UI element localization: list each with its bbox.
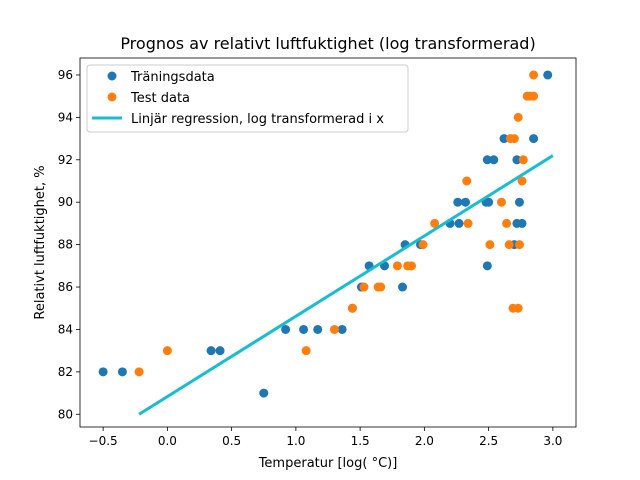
training-point <box>215 346 225 356</box>
training-point <box>98 367 108 377</box>
training-point <box>514 197 524 207</box>
training-point <box>482 155 492 165</box>
x-tick-label: 2.0 <box>415 434 434 448</box>
x-tick-label: 2.5 <box>479 434 498 448</box>
training-point <box>499 134 509 144</box>
legend: Träningsdata Test data Linjär regression… <box>86 64 409 133</box>
test-point <box>392 261 402 271</box>
training-point <box>281 324 291 334</box>
test-point <box>462 176 472 186</box>
training-point <box>489 155 499 165</box>
plot-area <box>98 70 554 416</box>
legend-marker-test <box>107 92 117 102</box>
test-point <box>418 240 428 250</box>
test-point <box>329 324 339 334</box>
training-point <box>529 134 539 144</box>
training-point <box>484 197 494 207</box>
axis-ticks: −0.5 0.0 0.5 1.0 1.5 2.0 2.5 3.0 80 82 84 86 88 90 92 9… <box>58 68 563 448</box>
test-point <box>430 218 440 228</box>
test-point <box>359 282 369 292</box>
test-point <box>347 303 357 313</box>
test-point <box>517 176 527 186</box>
training-point <box>259 388 269 398</box>
y-tick-label: 84 <box>58 322 73 336</box>
y-tick-label: 90 <box>58 195 73 209</box>
x-tick-label: 1.0 <box>286 434 305 448</box>
test-point <box>301 346 311 356</box>
training-point <box>543 70 553 80</box>
training-point <box>299 324 309 334</box>
legend-frame <box>86 64 409 133</box>
test-point <box>134 367 144 377</box>
chart-title: Prognos av relativt luftfuktighet (log t… <box>120 34 535 53</box>
legend-label-test: Test data <box>130 91 190 106</box>
training-point <box>517 218 527 228</box>
y-axis-label: Relativt luftfuktighet, % <box>33 165 48 319</box>
test-point <box>485 240 495 250</box>
test-point <box>513 112 523 122</box>
test-point <box>162 346 172 356</box>
x-tick-label: 0.0 <box>158 434 177 448</box>
x-axis-label: Temperatur [log( °C)] <box>258 456 398 471</box>
y-tick-label: 82 <box>58 365 73 379</box>
test-point <box>518 155 528 165</box>
y-tick-label: 86 <box>58 280 73 294</box>
test-point <box>504 240 514 250</box>
y-tick-label: 96 <box>58 68 73 82</box>
training-point <box>398 282 408 292</box>
legend-label-regression: Linjär regression, log transformerad i x <box>131 112 384 127</box>
training-point <box>453 197 463 207</box>
x-tick-label: 3.0 <box>543 434 562 448</box>
training-point <box>482 261 492 271</box>
test-point <box>529 70 539 80</box>
x-tick-label: −0.5 <box>89 434 118 448</box>
training-point <box>337 324 347 334</box>
test-point <box>502 218 512 228</box>
test-point <box>463 218 473 228</box>
test-point <box>509 134 519 144</box>
test-point <box>529 91 539 101</box>
test-point <box>407 261 417 271</box>
y-tick-label: 92 <box>58 153 73 167</box>
test-point <box>376 282 386 292</box>
x-tick-label: 1.5 <box>351 434 370 448</box>
test-point <box>496 197 506 207</box>
y-tick-label: 88 <box>58 238 73 252</box>
legend-marker-training <box>107 71 117 81</box>
y-tick-label: 94 <box>58 110 73 124</box>
training-point <box>454 218 464 228</box>
training-point <box>512 155 522 165</box>
training-point <box>206 346 216 356</box>
regression-line <box>138 154 554 416</box>
training-point <box>313 324 323 334</box>
test-point <box>514 240 524 250</box>
test-point <box>513 303 523 313</box>
legend-label-training: Träningsdata <box>130 70 215 85</box>
x-tick-label: 0.5 <box>222 434 241 448</box>
training-point <box>117 367 127 377</box>
training-point <box>460 197 470 207</box>
y-tick-label: 80 <box>58 407 73 421</box>
axes-frame <box>79 57 577 428</box>
